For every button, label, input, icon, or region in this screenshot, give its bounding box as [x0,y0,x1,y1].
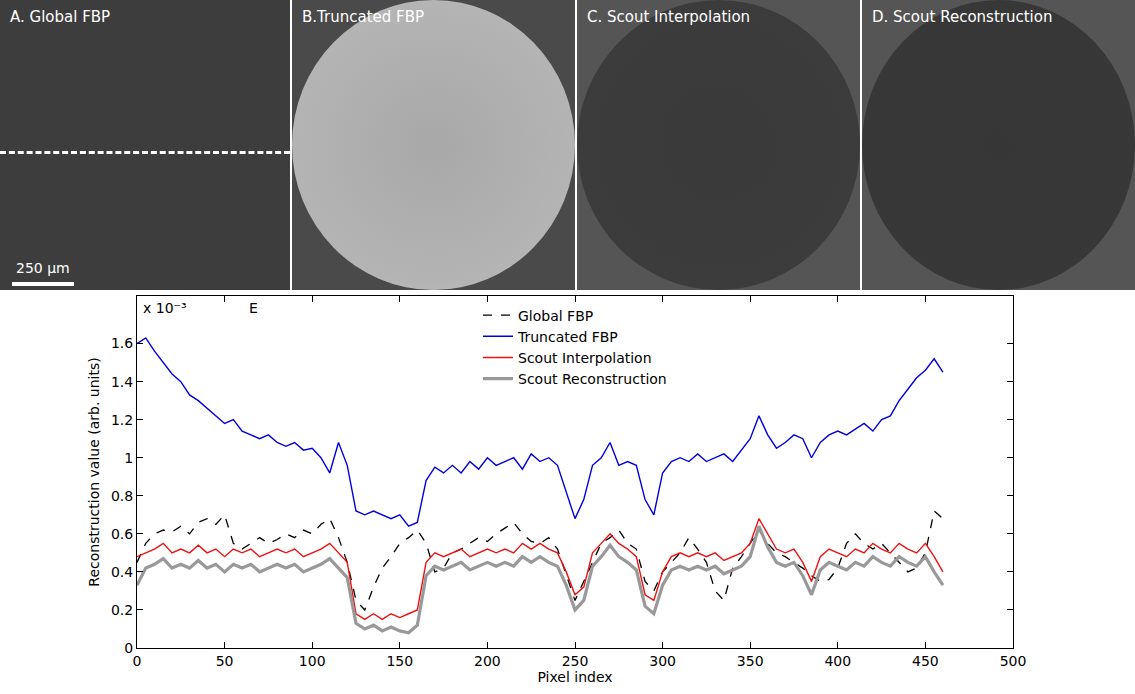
svg-text:x 10⁻³: x 10⁻³ [143,300,187,316]
svg-text:1.6: 1.6 [111,335,133,351]
svg-text:150: 150 [386,653,413,669]
svg-text:1.2: 1.2 [111,412,133,428]
svg-text:350: 350 [737,653,764,669]
svg-text:Pixel index: Pixel index [537,669,612,685]
svg-text:0.2: 0.2 [111,602,133,618]
svg-text:0: 0 [124,640,133,656]
svg-text:E: E [249,300,258,316]
svg-text:50: 50 [216,653,234,669]
svg-text:450: 450 [912,653,939,669]
svg-text:Global FBP: Global FBP [518,308,593,324]
svg-text:100: 100 [299,653,326,669]
svg-text:Scout Interpolation: Scout Interpolation [518,350,652,366]
html-text:D. Scout Reconstruction: D. Scout Reconstruction [872,8,1053,26]
html-text:B.Truncated FBP: B.Truncated FBP [302,8,424,26]
html-text:250 μm: 250 μm [16,260,70,276]
html-text:A. Global FBP: A. Global FBP [10,8,111,26]
html-text:C. Scout Interpolation: C. Scout Interpolation [587,8,751,26]
svg-text:300: 300 [649,653,676,669]
svg-text:250: 250 [562,653,589,669]
svg-text:200: 200 [474,653,501,669]
svg-text:Truncated FBP: Truncated FBP [517,329,618,345]
svg-text:400: 400 [824,653,851,669]
svg-text:500: 500 [1000,653,1027,669]
svg-text:0.8: 0.8 [111,488,133,504]
svg-text:0.6: 0.6 [111,526,133,542]
svg-text:0.4: 0.4 [111,564,133,580]
svg-text:1: 1 [124,450,133,466]
svg-text:1.4: 1.4 [111,374,133,390]
svg-text:0: 0 [133,653,142,669]
svg-text:Reconstruction value (arb. uni: Reconstruction value (arb. units) [86,357,102,586]
svg-text:Scout Reconstruction: Scout Reconstruction [518,371,667,387]
